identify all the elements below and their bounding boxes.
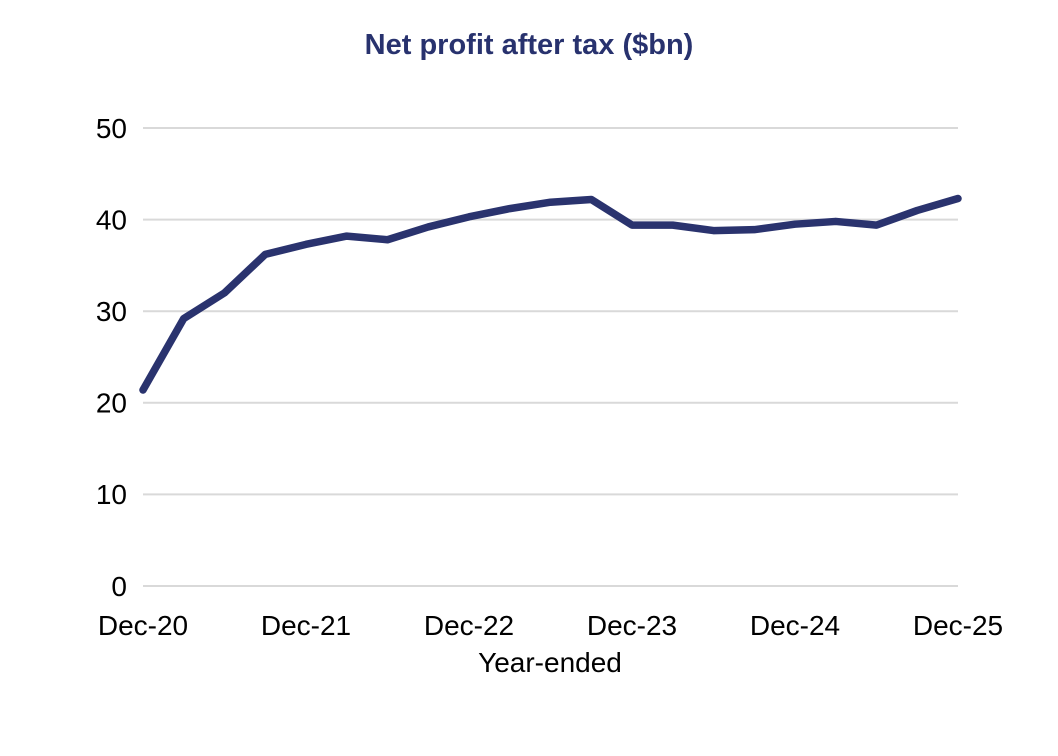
x-tick-label-Dec-22: Dec-22 — [424, 610, 514, 641]
x-axis-tick-labels: Dec-20 Dec-21 Dec-22 Dec-23 Dec-24 Dec-25 — [98, 610, 1003, 641]
x-tick-label-Dec-25: Dec-25 — [913, 610, 1003, 641]
y-tick-label-0: 0 — [111, 571, 127, 602]
x-axis-title: Year-ended — [478, 647, 622, 678]
x-tick-label-Dec-24: Dec-24 — [750, 610, 840, 641]
x-tick-label-Dec-20: Dec-20 — [98, 610, 188, 641]
y-tick-label-20: 20 — [96, 388, 127, 419]
gridlines-group — [143, 127, 958, 587]
x-tick-label-Dec-21: Dec-21 — [261, 610, 351, 641]
profit-line-series — [139, 194, 962, 394]
y-tick-label-30: 30 — [96, 296, 127, 327]
y-tick-label-10: 10 — [96, 479, 127, 510]
x-tick-label-Dec-23: Dec-23 — [587, 610, 677, 641]
y-axis-tick-labels: 0 10 20 30 40 50 — [96, 113, 127, 602]
y-tick-label-50: 50 — [96, 113, 127, 144]
y-tick-label-40: 40 — [96, 204, 127, 235]
chart-title: Net profit after tax ($bn) — [365, 29, 694, 61]
